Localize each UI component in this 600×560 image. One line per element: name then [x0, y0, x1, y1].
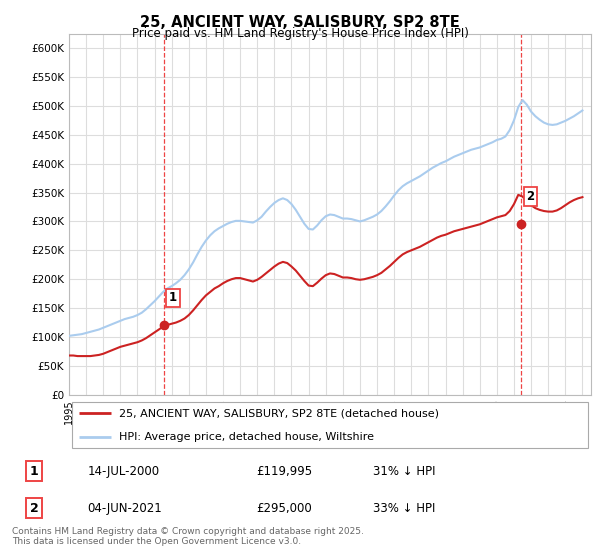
Text: 33% ↓ HPI: 33% ↓ HPI — [373, 502, 435, 515]
FancyBboxPatch shape — [71, 402, 589, 448]
Text: Contains HM Land Registry data © Crown copyright and database right 2025.
This d: Contains HM Land Registry data © Crown c… — [12, 527, 364, 547]
Text: 1: 1 — [30, 465, 38, 478]
Text: 2: 2 — [30, 502, 38, 515]
Text: 14-JUL-2000: 14-JUL-2000 — [88, 465, 160, 478]
Text: HPI: Average price, detached house, Wiltshire: HPI: Average price, detached house, Wilt… — [119, 432, 374, 442]
Text: 04-JUN-2021: 04-JUN-2021 — [88, 502, 163, 515]
Text: 2: 2 — [526, 190, 535, 203]
Text: 1: 1 — [169, 291, 177, 304]
Text: £119,995: £119,995 — [256, 465, 313, 478]
Text: 25, ANCIENT WAY, SALISBURY, SP2 8TE: 25, ANCIENT WAY, SALISBURY, SP2 8TE — [140, 15, 460, 30]
Text: £295,000: £295,000 — [256, 502, 312, 515]
Text: Price paid vs. HM Land Registry's House Price Index (HPI): Price paid vs. HM Land Registry's House … — [131, 27, 469, 40]
Text: 25, ANCIENT WAY, SALISBURY, SP2 8TE (detached house): 25, ANCIENT WAY, SALISBURY, SP2 8TE (det… — [119, 408, 439, 418]
Text: 31% ↓ HPI: 31% ↓ HPI — [373, 465, 436, 478]
